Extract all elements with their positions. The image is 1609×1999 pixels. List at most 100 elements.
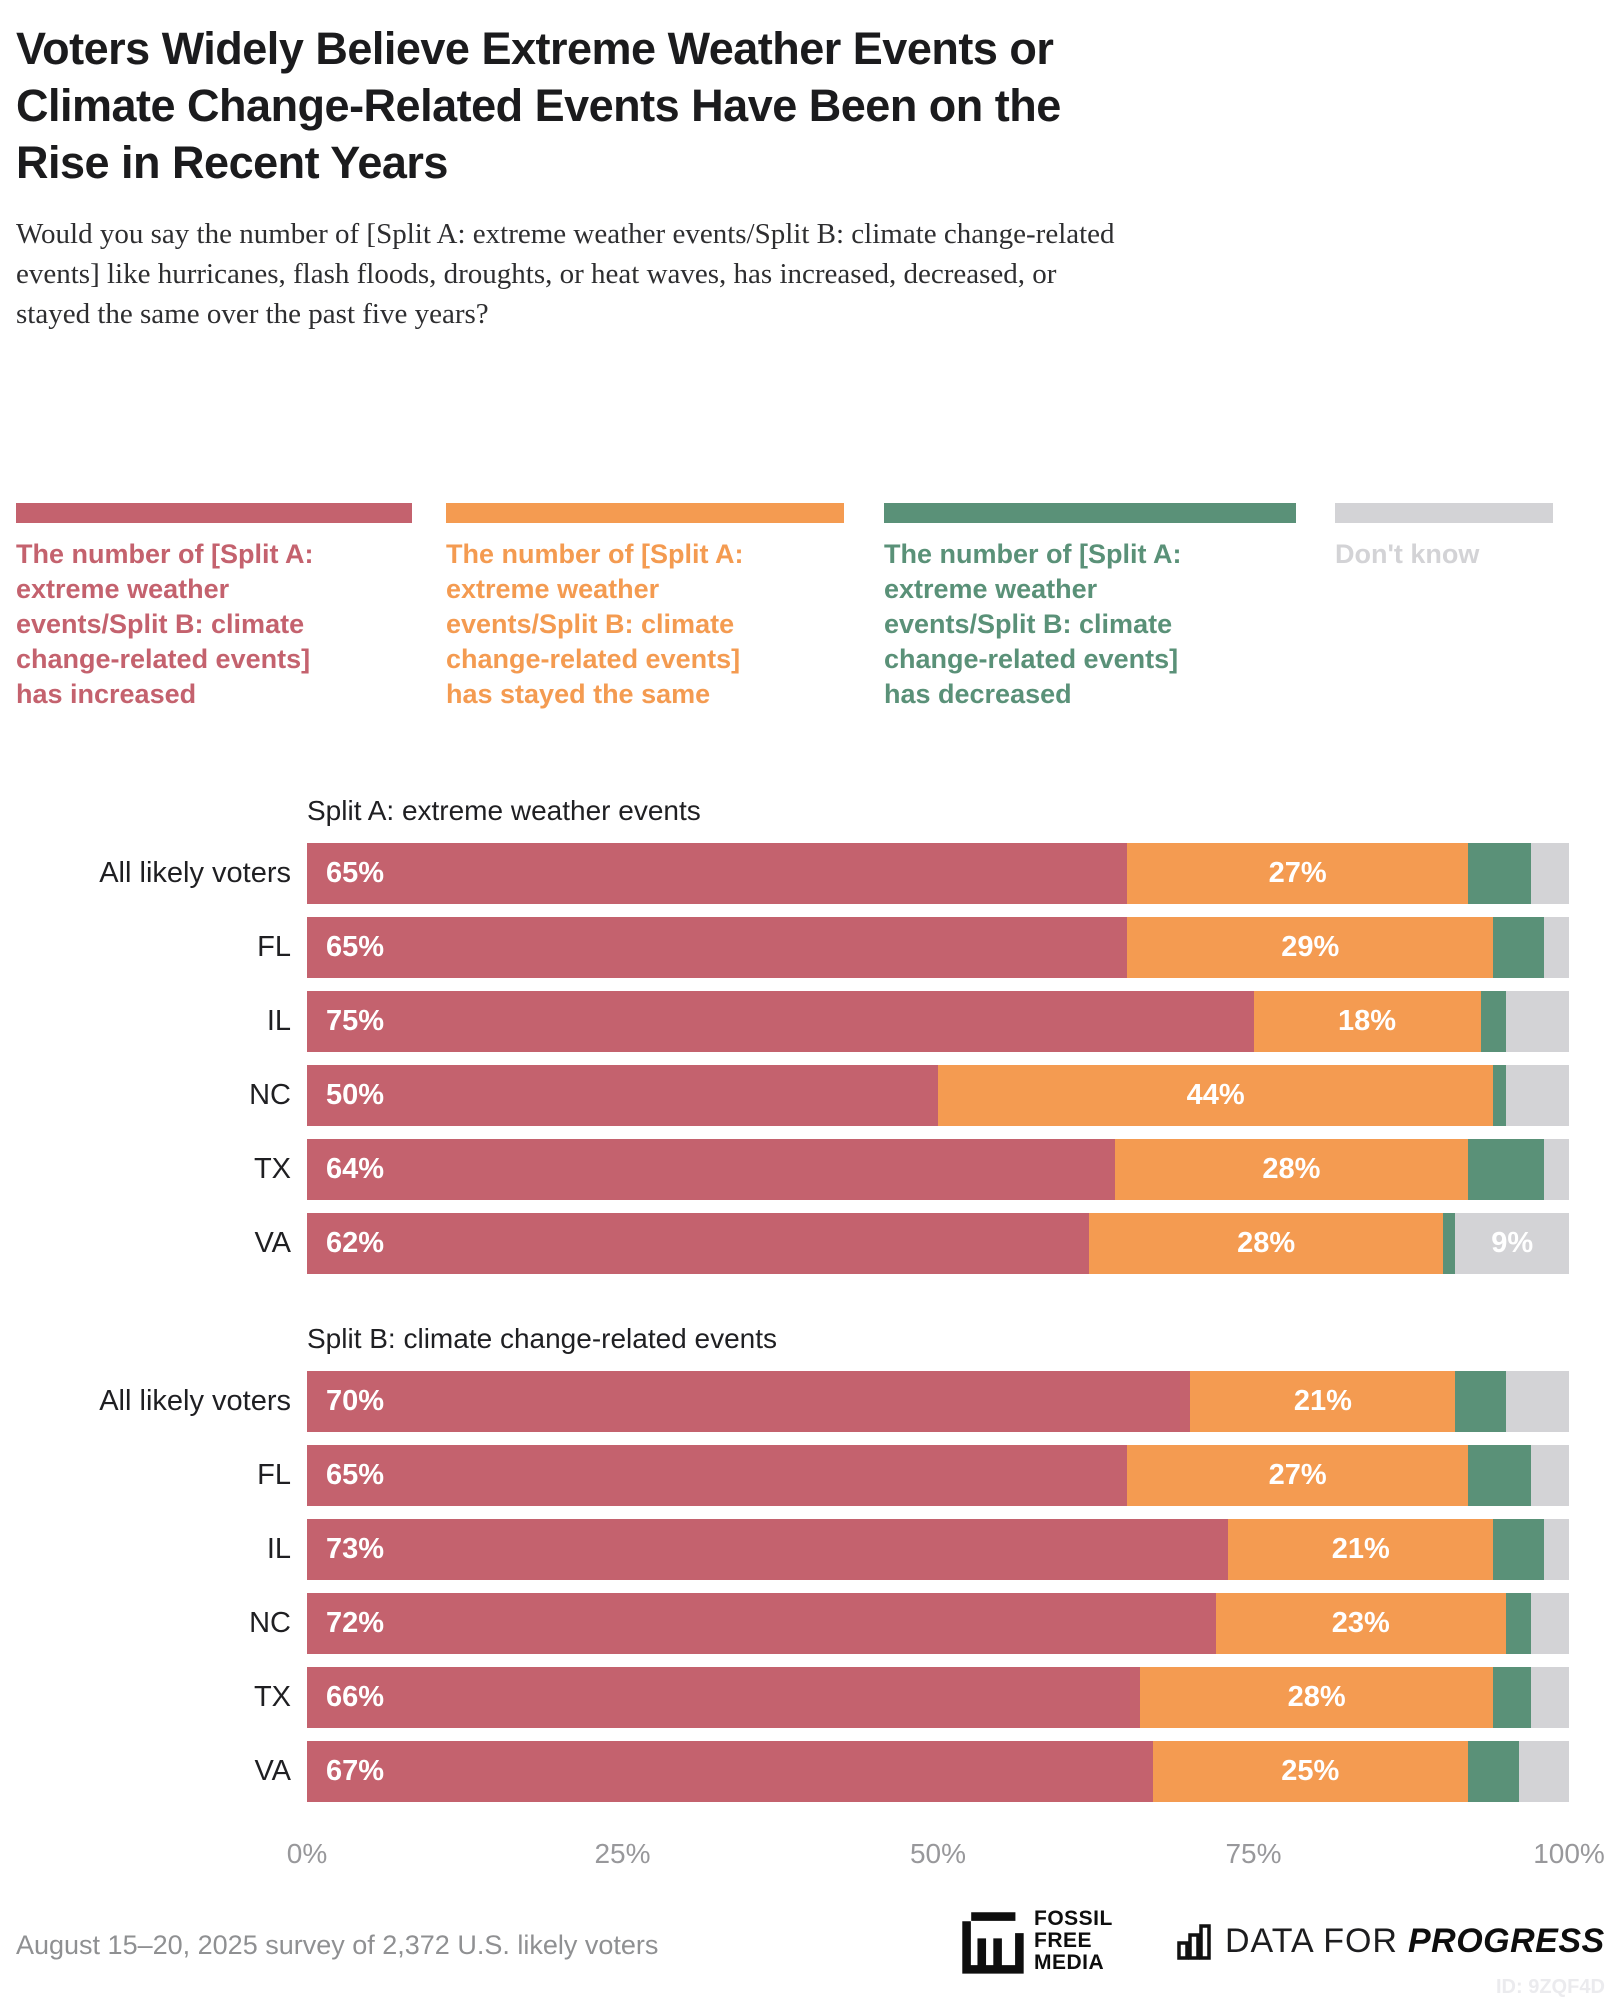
bar-row: IL 75% 18% — [16, 991, 1569, 1052]
bar-row: All likely voters 70% 21% — [16, 1371, 1569, 1432]
bar-segment-decreased — [1493, 1667, 1532, 1728]
dfp-wordmark-light: DATA FOR — [1225, 1922, 1398, 1960]
bar-value-label: 18% — [1338, 1005, 1397, 1037]
bar-segment-increased: 65% — [307, 917, 1128, 978]
data-for-progress-logo: DATA FOR PROGRESS — [1176, 1922, 1605, 1961]
bar-segment-stayed-same: 23% — [1215, 1593, 1506, 1654]
bar-segment-increased: 73% — [307, 1519, 1229, 1580]
bar-row: All likely voters 65% 27% — [16, 843, 1569, 904]
bar-segment-stayed-same: 27% — [1127, 843, 1469, 904]
bar-segment-increased: 70% — [307, 1371, 1191, 1432]
stacked-bar: 50% 44% — [307, 1065, 1569, 1126]
bar-value-label: 21% — [1331, 1533, 1390, 1565]
legend: The number of [Split A: extreme weather … — [0, 503, 1609, 733]
chart-subtitle: Would you say the number of [Split A: ex… — [16, 218, 1115, 330]
bar-segment-dont-know — [1505, 991, 1569, 1052]
bar-row: VA 62% 28% 9% — [16, 1213, 1569, 1274]
fossil-free-media-icon — [962, 1912, 1024, 1974]
bar-row: NC 72% 23% — [16, 1593, 1569, 1654]
legend-item-dont-know: Don't know — [1335, 503, 1553, 572]
bar-value-label: 27% — [1268, 857, 1327, 889]
bar-segment-increased: 72% — [307, 1593, 1216, 1654]
bar-segment-decreased — [1493, 917, 1544, 978]
bar-value-label: 27% — [1268, 1459, 1327, 1491]
bar-segment-decreased — [1468, 1741, 1519, 1802]
fossil-free-media-wordmark: FOSSIL FREE MEDIA — [1034, 1907, 1113, 1974]
stacked-bar: 75% 18% — [307, 991, 1569, 1052]
bar-segment-stayed-same: 18% — [1253, 991, 1481, 1052]
row-label: IL — [266, 1005, 291, 1037]
legend-item-decreased: The number of [Split A: extreme weather … — [884, 503, 1296, 712]
bar-segment-dont-know — [1505, 1371, 1569, 1432]
row-label: VA — [254, 1755, 291, 1787]
row-label: FL — [257, 1459, 291, 1491]
bar-row: IL 73% 21% — [16, 1519, 1569, 1580]
stacked-bar: 67% 25% — [307, 1741, 1569, 1802]
row-label: All likely voters — [99, 1385, 291, 1417]
x-axis-tick: 25% — [594, 1838, 651, 1869]
stacked-bar: 65% 27% — [307, 843, 1569, 904]
bar-segment-decreased — [1505, 1593, 1532, 1654]
legend-label-decreased: The number of [Split A: extreme weather … — [884, 539, 1182, 709]
bar-segment-dont-know — [1531, 1667, 1569, 1728]
bar-value-label: 9% — [1491, 1227, 1534, 1259]
bar-segment-increased: 62% — [307, 1213, 1090, 1274]
bar-segment-dont-know — [1543, 917, 1569, 978]
dfp-wordmark-bold: PROGRESS — [1407, 1922, 1605, 1960]
x-axis-tick: 0% — [286, 1838, 328, 1869]
bar-segment-dont-know: 9% — [1455, 1213, 1569, 1274]
legend-label-increased: The number of [Split A: extreme weather … — [16, 539, 314, 709]
bar-segment-stayed-same: 27% — [1127, 1445, 1469, 1506]
bar-segment-decreased — [1468, 1445, 1532, 1506]
x-axis: 0% 25% 50% 75% 100% — [287, 1838, 1605, 1874]
bar-segment-increased: 66% — [307, 1667, 1140, 1728]
bar-row: TX 66% 28% — [16, 1667, 1569, 1728]
bar-value-label: 73% — [326, 1533, 385, 1565]
bar-value-label: 29% — [1281, 931, 1340, 963]
split-b-heading: Split B: climate change-related events — [307, 1323, 778, 1354]
bar-value-label: 23% — [1331, 1607, 1390, 1639]
bar-row: TX 64% 28% — [16, 1139, 1569, 1200]
bar-value-label: 67% — [326, 1755, 385, 1787]
row-label: FL — [257, 931, 291, 963]
bar-segment-decreased — [1493, 1519, 1544, 1580]
bar-value-label: 21% — [1293, 1385, 1352, 1417]
legend-label-dont-know: Don't know — [1335, 539, 1480, 569]
survey-note: August 15–20, 2025 survey of 2,372 U.S. … — [16, 1930, 659, 1960]
row-label: TX — [253, 1681, 291, 1713]
bar-segment-stayed-same: 44% — [938, 1065, 1494, 1126]
bar-segment-dont-know — [1543, 1519, 1569, 1580]
stacked-bar: 65% 29% — [307, 917, 1569, 978]
bar-value-label: 44% — [1186, 1079, 1245, 1111]
stacked-bar: 72% 23% — [307, 1593, 1569, 1654]
bar-value-label: 28% — [1287, 1681, 1346, 1713]
bar-segment-decreased — [1455, 1371, 1506, 1432]
bar-segment-decreased — [1468, 843, 1532, 904]
split-b-chart: Split B: climate change-related events A… — [16, 1322, 1569, 1815]
page-title: Voters Widely Believe Extreme Weather Ev… — [16, 23, 1061, 188]
row-label: VA — [254, 1227, 291, 1259]
stacked-bar: 70% 21% — [307, 1371, 1569, 1432]
bar-segment-dont-know — [1505, 1065, 1569, 1126]
legend-item-stayed-same: The number of [Split A: extreme weather … — [446, 503, 844, 712]
bar-segment-stayed-same: 21% — [1190, 1371, 1456, 1432]
bar-value-label: 66% — [326, 1681, 385, 1713]
bar-segment-increased: 64% — [307, 1139, 1115, 1200]
legend-swatch-decreased — [884, 503, 1296, 523]
bar-segment-dont-know — [1543, 1139, 1569, 1200]
bar-segment-dont-know — [1531, 843, 1569, 904]
bar-segment-increased: 75% — [307, 991, 1254, 1052]
legend-label-stayed-same: The number of [Split A: extreme weather … — [446, 539, 744, 709]
bar-segment-increased: 65% — [307, 1445, 1128, 1506]
bar-value-label: 65% — [326, 857, 385, 889]
bar-value-label: 25% — [1281, 1755, 1340, 1787]
bar-segment-dont-know — [1518, 1741, 1569, 1802]
legend-swatch-increased — [16, 503, 412, 523]
split-a-rows: All likely voters 65% 27% FL 65% 29% IL 75% 18% N… — [16, 843, 1569, 1274]
bar-value-label: 50% — [326, 1079, 385, 1111]
legend-swatch-dont-know — [1335, 503, 1553, 523]
bar-segment-decreased — [1442, 1213, 1456, 1274]
bar-row: FL 65% 29% — [16, 917, 1569, 978]
legend-item-increased: The number of [Split A: extreme weather … — [16, 503, 412, 712]
